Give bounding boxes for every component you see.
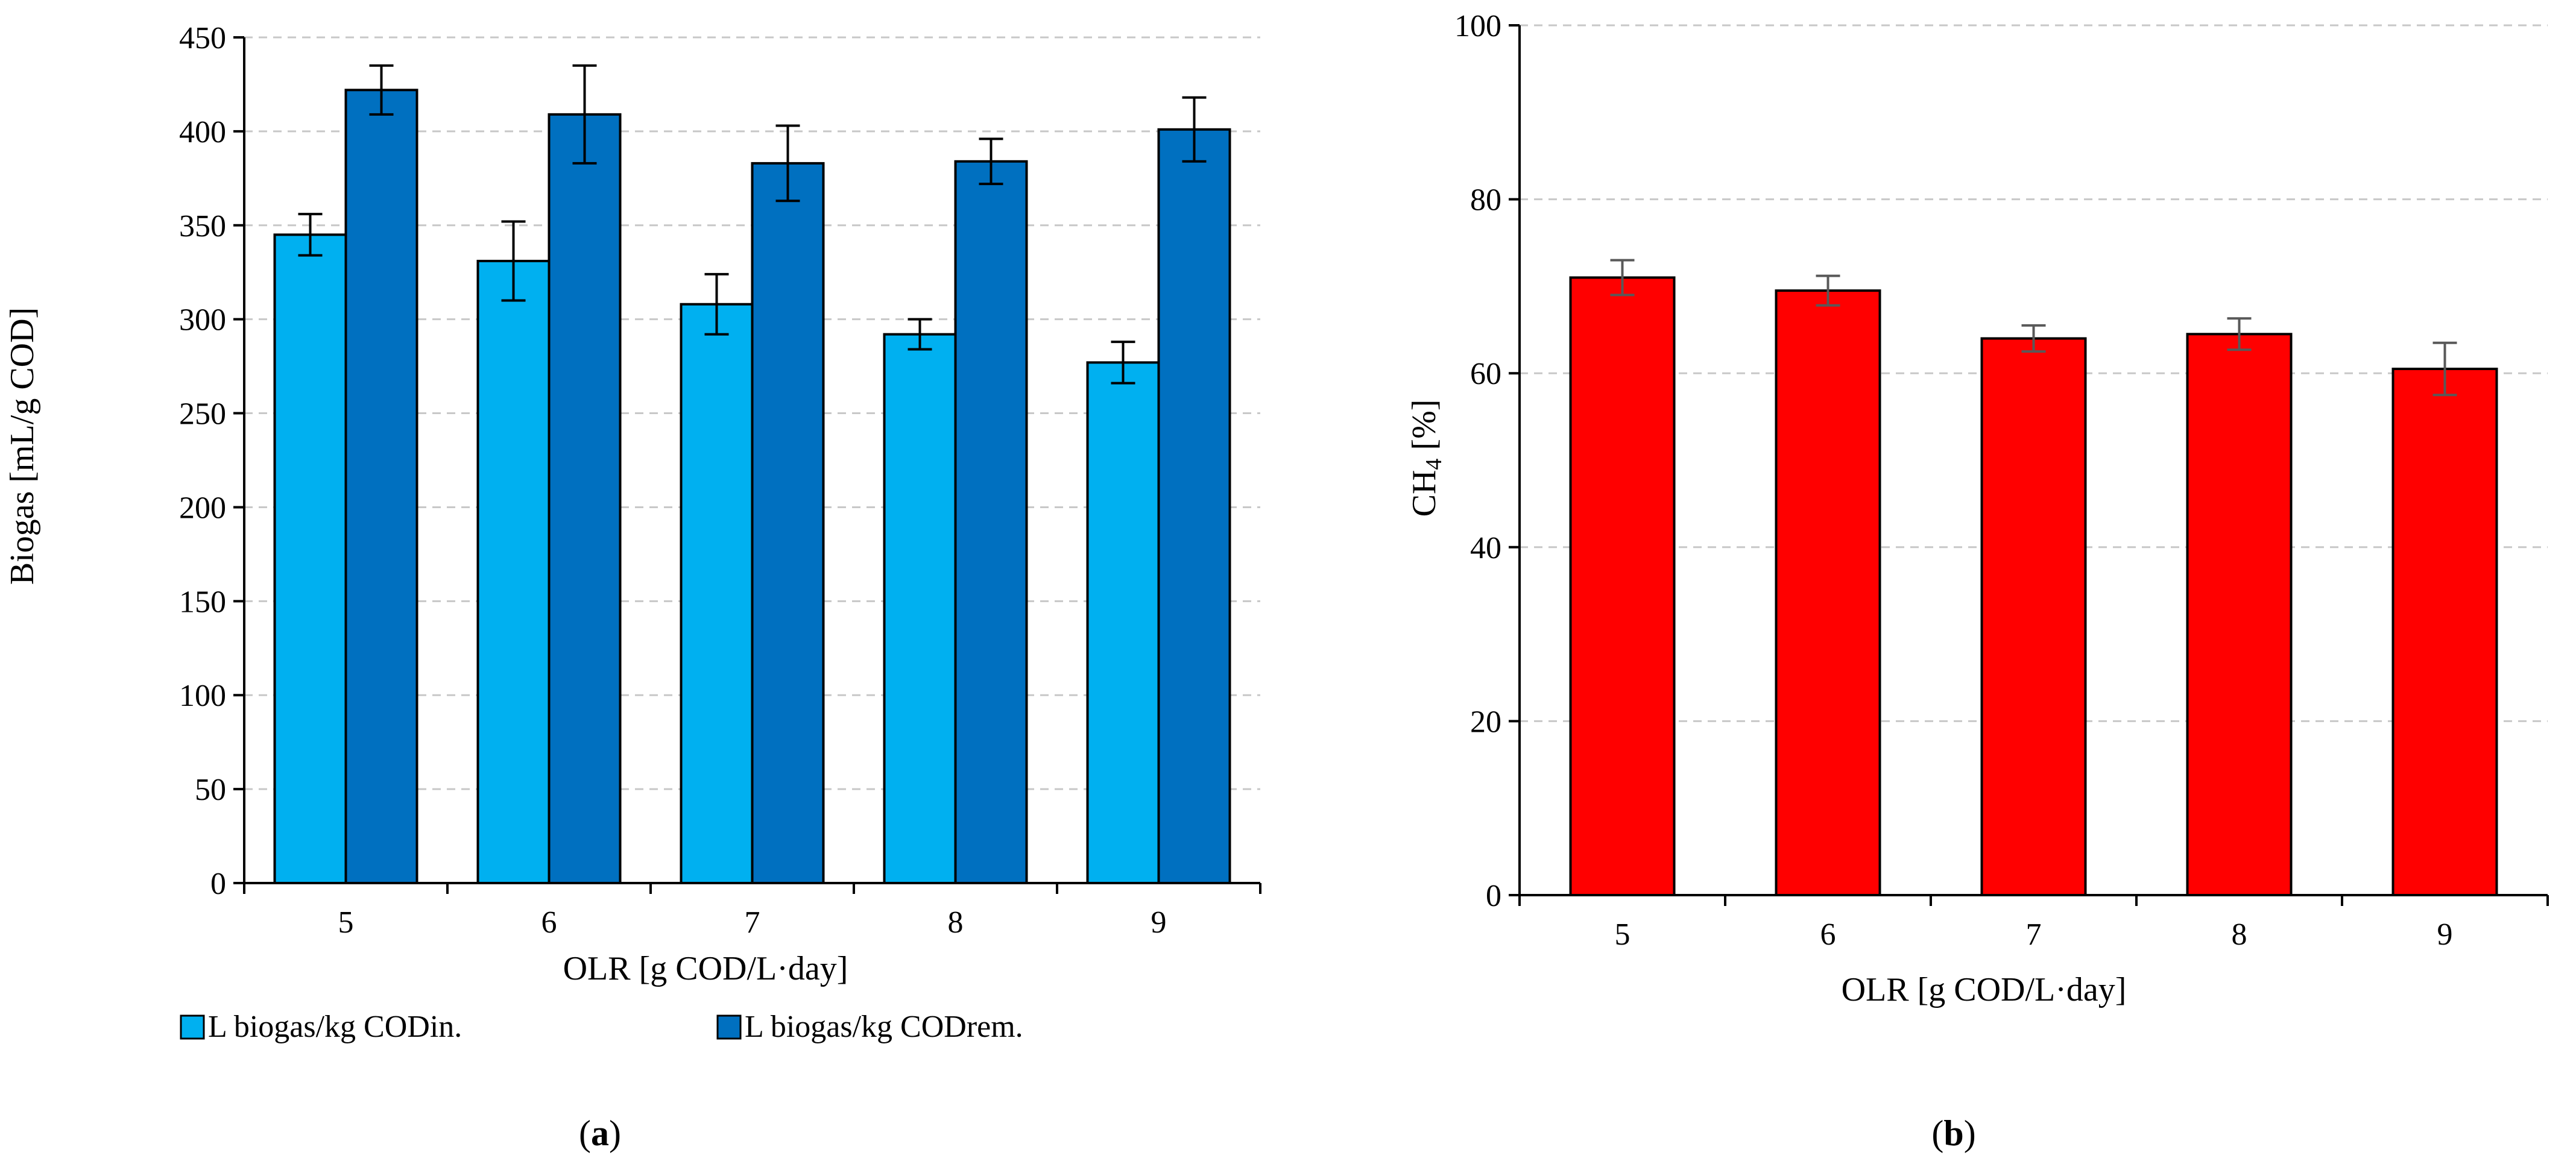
b-y-tick-80: 80 [1470,183,1501,218]
a-bar-s0-6 [476,260,551,885]
a-y-tick-400: 400 [179,115,226,149]
b-x-tick-5: 5 [1615,917,1631,952]
chart-b-bars [1569,276,2498,897]
a-bar-s1-8 [954,160,1028,885]
legend-label-codin: L biogas/kg CODin. [208,1010,462,1044]
panel-label-a: (a) [579,1113,621,1153]
b-y-tick-40: 40 [1470,531,1501,565]
a-x-tick-9: 9 [1151,905,1167,940]
b-bar-s0-6 [1775,289,1881,896]
a-x-tick-7: 7 [745,905,760,940]
panel-letter-b: b [1943,1113,1963,1153]
b-y-tick-60: 60 [1470,357,1501,391]
chart-b-y-tick-labels: 0 20 40 60 80 100 [1454,9,1501,913]
a-bar-s1-6 [548,113,622,885]
panel-label-b: (b) [1931,1113,1975,1153]
legend-swatch-codrem [716,1014,742,1040]
a-y-tick-0: 0 [210,867,226,901]
a-bar-s1-7 [751,162,825,884]
a-y-tick-250: 250 [179,397,226,432]
b-y-tick-20: 20 [1470,705,1501,739]
chart-b-y-axis-title: CH4 [%] [1406,400,1447,517]
b-bar-s0-8 [2186,333,2293,896]
a-x-tick-6: 6 [541,905,557,940]
a-y-tick-50: 50 [195,773,226,807]
chart-a-y-tick-labels: 0 50 100 150 200 250 300 350 400 450 [179,21,226,901]
a-x-tick-5: 5 [338,905,354,940]
a-bar-s1-9 [1157,128,1231,884]
a-y-tick-100: 100 [179,679,226,713]
chart-b: 0 20 40 60 80 100 5 6 7 8 9 CH4 [%] OLR [g COD/L·… [1406,9,2549,1153]
chart-b-error-bars [1610,259,2457,397]
b-y-tick-0: 0 [1486,879,1501,913]
chart-a-axes [233,36,1261,894]
a-y-tick-300: 300 [179,303,226,338]
chart-b-x-tick-labels: 5 6 7 8 9 [1615,917,2453,952]
a-bar-s0-5 [273,233,347,884]
b-bar-s0-9 [2391,367,2498,896]
b-bar-s0-7 [1980,337,2087,896]
b-y-tick-100: 100 [1454,9,1501,43]
chart-b-axes [1509,24,2549,906]
a-y-tick-350: 350 [179,209,226,244]
chart-a-x-tick-labels: 5 6 7 8 9 [338,905,1167,940]
a-bar-s0-9 [1086,361,1160,884]
b-x-tick-8: 8 [2232,917,2247,952]
chart-a-x-axis-title: OLR [g COD/L·day] [563,950,848,987]
legend-label-codrem: L biogas/kg CODrem. [745,1010,1023,1044]
b-x-tick-7: 7 [2026,917,2042,952]
legend-entry-codrem: L biogas/kg CODrem. [716,1010,1023,1044]
a-y-tick-200: 200 [179,491,226,525]
a-bar-s0-8 [883,333,957,884]
chart-a-error-bars [298,64,1207,385]
b-x-tick-9: 9 [2437,917,2453,952]
chart-a-legend: L biogas/kg CODin. L biogas/kg CODrem. [180,1010,1023,1044]
legend-swatch-codin [180,1014,205,1040]
a-bar-s1-5 [344,89,418,885]
a-y-tick-150: 150 [179,585,226,619]
a-bar-s0-7 [680,303,754,885]
legend-entry-codin: L biogas/kg CODin. [180,1010,462,1044]
chart-a-y-axis-title: Biogas [mL/g COD] [4,307,41,585]
a-x-tick-8: 8 [948,905,964,940]
chart-a: 0 50 100 150 200 250 300 350 400 450 5 6 7 8 9 Biogas… [4,21,1261,1153]
chart-b-x-axis-title: OLR [g COD/L·day] [1842,971,2127,1008]
a-y-tick-450: 450 [179,21,226,55]
b-bar-s0-5 [1569,276,1676,897]
chart-a-bars [273,89,1231,885]
panel-letter-a: a [591,1113,609,1153]
b-x-tick-6: 6 [1820,917,1836,952]
